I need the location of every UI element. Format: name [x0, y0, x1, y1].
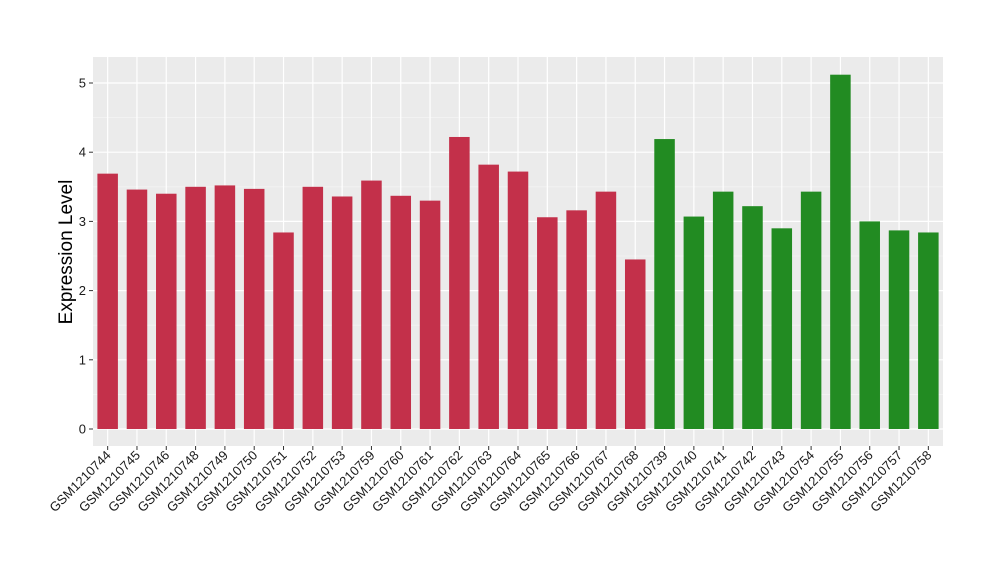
- bar-GSM1210760: [390, 195, 412, 429]
- bar-GSM1210754: [800, 191, 822, 429]
- bar-GSM1210742: [742, 206, 763, 429]
- bar-GSM1210739: [654, 139, 675, 429]
- y-tick-label: 4: [79, 145, 86, 160]
- bar-GSM1210752: [302, 186, 324, 429]
- bar-GSM1210763: [478, 164, 499, 429]
- bar-GSM1210755: [830, 74, 851, 430]
- bar-GSM1210756: [859, 221, 880, 429]
- bar-GSM1210768: [624, 259, 646, 429]
- bar-GSM1210764: [507, 171, 529, 430]
- bar-GSM1210740: [683, 216, 705, 429]
- bar-GSM1210751: [273, 232, 294, 429]
- bar-GSM1210767: [595, 191, 617, 429]
- y-axis-label: Expression Level: [56, 180, 77, 325]
- bars: [97, 74, 939, 430]
- bar-GSM1210758: [918, 232, 939, 429]
- bar-GSM1210741: [712, 191, 734, 429]
- bar-GSM1210753: [331, 196, 353, 429]
- bar-GSM1210762: [449, 136, 470, 429]
- y-tick-label: 1: [79, 352, 86, 367]
- bar-GSM1210750: [243, 188, 265, 429]
- bar-GSM1210748: [185, 186, 206, 429]
- bar-GSM1210759: [361, 180, 382, 429]
- y-axis: 0 1 2 3 4 5: [79, 76, 93, 437]
- bar-GSM1210743: [771, 228, 793, 429]
- y-tick-label: 3: [79, 214, 86, 229]
- bar-GSM1210744: [97, 173, 118, 429]
- x-axis: GSM1210744GSM1210745GSM1210746GSM1210748…: [46, 446, 934, 515]
- y-tick-label: 5: [79, 76, 86, 91]
- bar-GSM1210749: [214, 185, 236, 429]
- bar-GSM1210757: [888, 230, 910, 429]
- bar-GSM1210745: [126, 189, 148, 429]
- y-tick-label: 0: [79, 422, 86, 437]
- bar-GSM1210765: [537, 217, 558, 429]
- bar-GSM1210746: [156, 193, 177, 429]
- bar-GSM1210766: [566, 210, 587, 429]
- y-tick-label: 2: [79, 283, 86, 298]
- bar-GSM1210761: [419, 200, 441, 429]
